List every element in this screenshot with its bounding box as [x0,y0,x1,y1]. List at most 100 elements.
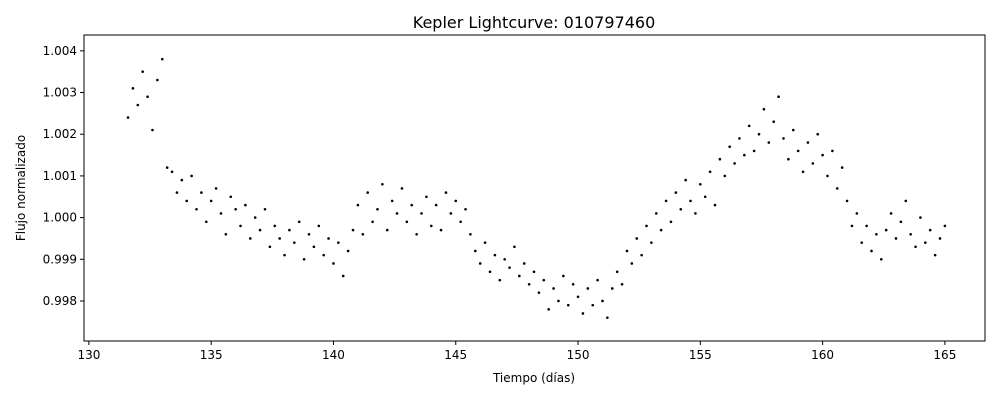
point [527,283,531,286]
point [537,291,541,294]
point [606,316,609,319]
point [253,216,257,219]
y-tick-label: 1.000 [43,211,77,225]
point [845,199,849,203]
y-axis-label: Flujo normalizado [14,135,28,241]
point [454,199,458,203]
point [493,253,497,257]
point [400,187,404,190]
point [914,245,917,249]
point [156,78,159,82]
point [478,262,482,265]
point [669,220,673,224]
point [346,249,350,253]
point [351,228,355,232]
point [860,241,864,244]
point [170,170,174,174]
point [831,149,834,153]
point [718,157,722,161]
point [840,166,844,169]
point [297,220,301,224]
point [469,232,472,236]
point [772,120,775,124]
point [826,174,829,178]
point [307,232,311,236]
y-tick-label: 1.001 [43,169,77,183]
point [420,212,423,215]
point [723,174,727,178]
point [591,303,595,307]
point [165,166,169,169]
point [654,212,658,215]
point [938,237,942,240]
point [293,241,296,244]
point [855,212,859,215]
point [263,207,267,211]
point [791,128,795,132]
point [821,153,824,157]
point [733,162,736,165]
point [928,228,932,232]
point [151,128,154,132]
x-axis-label: Tiempo (días) [492,371,575,385]
point [699,182,702,186]
point [615,270,619,274]
point [474,249,477,253]
point [801,170,805,174]
point [376,207,379,211]
point [757,132,761,136]
point [659,228,663,232]
point [239,224,242,228]
point [361,232,365,236]
point [689,199,692,203]
point [434,203,438,207]
point [566,303,570,307]
x-tick-label: 160 [811,348,834,362]
point [880,257,883,261]
point [562,274,565,278]
point [503,257,506,261]
point [302,257,306,261]
point [449,212,453,215]
point [439,228,443,232]
point [943,224,947,228]
point [542,278,546,282]
point [674,191,678,194]
point [787,157,790,161]
x-tick-label: 130 [77,348,100,362]
point [620,283,624,286]
point [180,178,184,182]
point [777,95,780,99]
point [278,237,281,240]
point [630,262,634,265]
point [625,249,629,253]
point [288,228,291,232]
point [185,199,189,203]
point [249,237,252,240]
point [684,178,687,182]
point [708,170,712,174]
x-tick-label: 145 [444,348,467,362]
point [200,191,203,194]
point [136,103,140,107]
point [312,245,316,249]
point [522,262,526,265]
point [141,70,144,73]
point [816,132,820,136]
point [664,199,668,203]
point [214,187,218,190]
point [224,232,228,236]
point [160,57,164,61]
point [919,216,922,219]
point [796,149,800,153]
point [371,220,374,224]
point [640,253,643,257]
x-tick-label: 135 [200,348,223,362]
point [429,224,433,228]
point [694,212,697,215]
point [244,203,247,207]
x-tick-label: 150 [567,348,590,362]
point [317,224,321,228]
point [195,207,198,211]
x-tick-label: 155 [689,348,712,362]
